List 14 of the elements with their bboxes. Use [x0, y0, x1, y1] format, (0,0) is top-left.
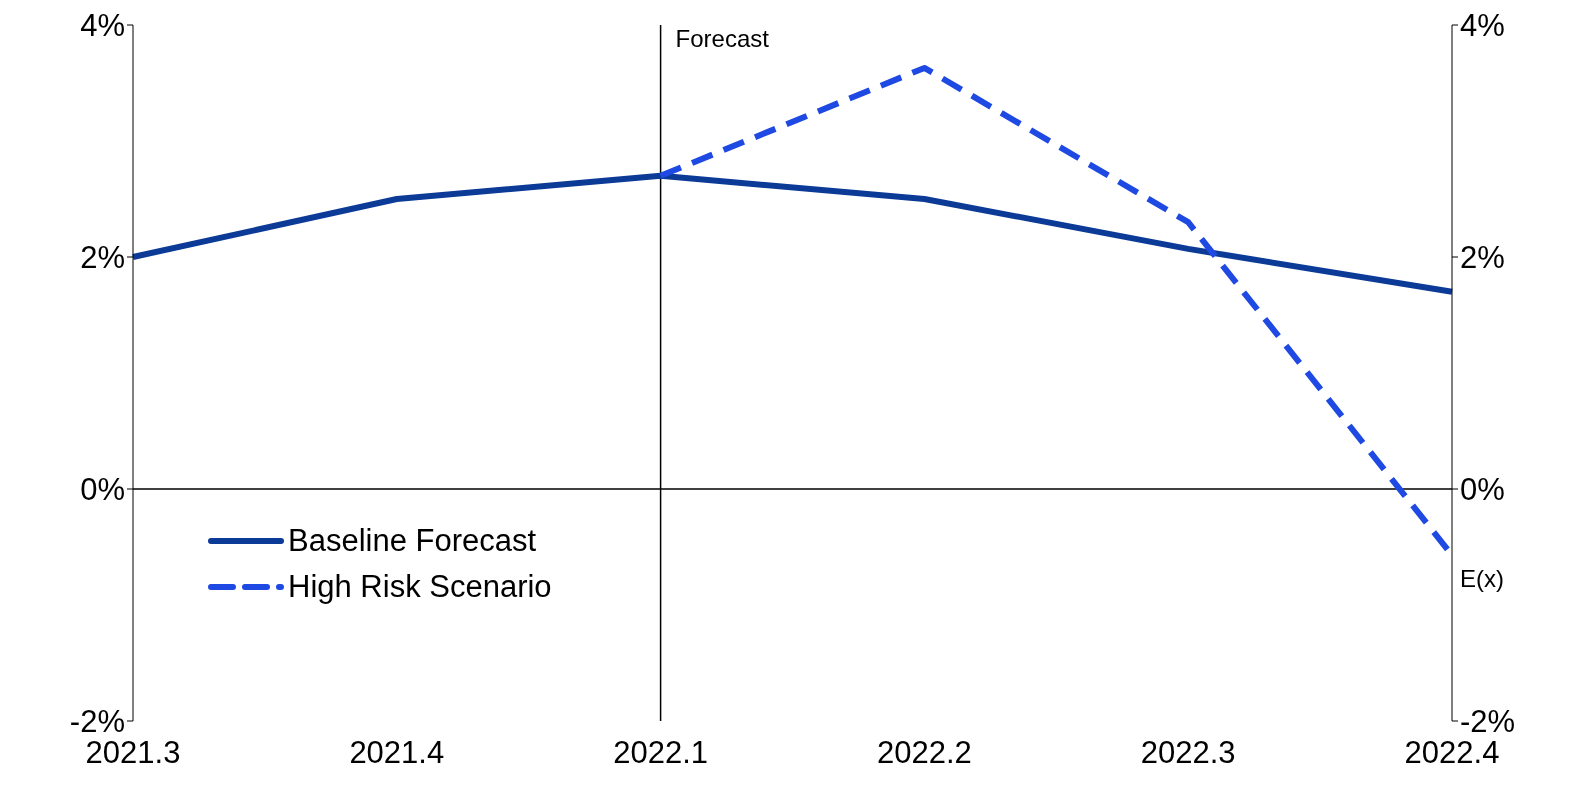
- ref-line-label: Forecast: [675, 25, 770, 53]
- x-tick-label: 2022.1: [613, 735, 709, 771]
- legend-label: High Risk Scenario: [288, 568, 552, 606]
- y-tick-label: 2%: [80, 240, 125, 276]
- x-tick-label: 2021.4: [349, 735, 445, 771]
- annotation: E(x): [1460, 565, 1504, 593]
- x-tick-label: 2022.2: [876, 735, 972, 771]
- y2-tick-label: 2%: [1460, 240, 1505, 276]
- y2-tick-label: 0%: [1460, 472, 1505, 508]
- y2-tick-label: 4%: [1460, 8, 1505, 44]
- x-tick-label: 2022.3: [1140, 735, 1236, 771]
- y-tick-label: 4%: [80, 8, 125, 44]
- legend-label: Baseline Forecast: [288, 522, 537, 560]
- y-tick-label: 0%: [80, 472, 125, 508]
